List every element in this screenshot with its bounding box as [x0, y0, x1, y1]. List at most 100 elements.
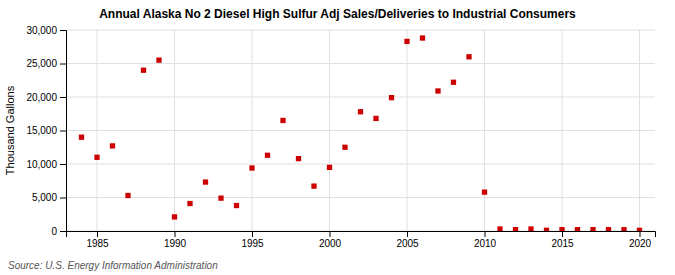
y-axis: 0 5,000 10,000 15,000 20,000 25,000 30,000	[26, 25, 66, 237]
point	[559, 227, 564, 231]
x-grid-line	[562, 30, 563, 231]
points	[79, 35, 642, 231]
point	[637, 228, 642, 231]
point	[172, 214, 177, 219]
x-tick-mark	[485, 231, 486, 237]
y-tick-mark	[60, 198, 66, 199]
x-tick: 1995	[241, 231, 264, 249]
x-tick-mark	[562, 231, 563, 237]
point	[513, 227, 518, 231]
x-tick: 2020	[629, 231, 652, 249]
y-tick: 10,000	[26, 159, 66, 170]
point	[265, 153, 270, 158]
point	[606, 227, 611, 231]
y-tick: 5,000	[32, 192, 66, 203]
y-grid-line	[66, 130, 655, 131]
x-tick: 2000	[319, 231, 342, 249]
point	[249, 165, 254, 170]
y-tick-label: 0	[51, 226, 57, 237]
x-tick: 2015	[551, 231, 574, 249]
point	[94, 155, 99, 160]
x-tick-mark	[330, 231, 331, 237]
x-tick: 2005	[396, 231, 419, 249]
x-grid-line	[484, 30, 485, 231]
x-tick: 1990	[164, 231, 187, 249]
chart: 1985 1990 1995 2000 2005 2010 2015 2020 0 5,000 10…	[0, 0, 675, 275]
y-tick-label: 10,000	[26, 159, 57, 170]
point	[389, 95, 394, 100]
x-tick-mark	[640, 231, 641, 237]
point	[358, 109, 363, 114]
point	[497, 226, 502, 231]
x-grid-line	[252, 30, 253, 231]
point	[125, 193, 130, 198]
y-grid-line	[66, 164, 655, 165]
y-tick-label: 20,000	[26, 92, 57, 103]
point	[110, 143, 115, 148]
x-tick: 1985	[86, 231, 109, 249]
point	[575, 227, 580, 231]
annotation: Source: U.S. Energy Information Administ…	[8, 260, 218, 271]
point	[528, 226, 533, 231]
y-grid-line	[66, 30, 655, 31]
x-tick-label: 2000	[319, 238, 342, 249]
point	[141, 68, 146, 73]
x-tick-mark	[175, 231, 176, 237]
point	[404, 39, 409, 44]
y-grid-line	[66, 197, 655, 198]
x-tick-label: 2015	[551, 238, 574, 249]
plot: 1985 1990 1995 2000 2005 2010 2015 2020 0 5,000 10…	[26, 25, 655, 249]
x-tick-label: 1990	[164, 238, 187, 249]
x-grid-line	[407, 30, 408, 231]
x-grid-line	[97, 30, 98, 231]
point	[327, 165, 332, 170]
y-tick-mark	[60, 30, 66, 31]
x-tick-mark	[252, 231, 253, 237]
y-tick: 20,000	[26, 92, 66, 103]
x-tick-mark	[97, 231, 98, 237]
y-tick: 0	[51, 226, 66, 237]
point	[590, 227, 595, 231]
point	[420, 35, 425, 40]
y-tick-mark	[60, 231, 66, 232]
y-tick-label: 5,000	[32, 192, 57, 203]
y-axis-line	[60, 31, 67, 232]
point	[466, 54, 471, 59]
point	[621, 227, 626, 231]
point	[280, 118, 285, 123]
point	[451, 80, 456, 85]
y-tick-label: 15,000	[26, 125, 57, 136]
point	[311, 183, 316, 188]
x-grid-line	[639, 30, 640, 231]
x-axis: 1985 1990 1995 2000 2005 2010 2015 2020	[67, 231, 656, 249]
y-axis-title: Thousand Gallons	[4, 85, 16, 175]
point	[187, 201, 192, 206]
x-tick-label: 1995	[241, 238, 264, 249]
point	[544, 228, 549, 231]
y-tick-label: 25,000	[26, 58, 57, 69]
point	[373, 116, 378, 121]
point	[342, 145, 347, 150]
x-axis-line	[67, 232, 656, 238]
point	[234, 203, 239, 208]
x-tick-label: 2020	[629, 238, 652, 249]
y-grid-line	[66, 97, 655, 98]
y-tick-mark	[60, 64, 66, 65]
point	[218, 196, 223, 201]
grid	[66, 30, 655, 231]
y-grid-line	[66, 63, 655, 64]
y-tick-label: 30,000	[26, 25, 57, 36]
x-tick: 2010	[474, 231, 497, 249]
point	[296, 156, 301, 161]
point	[482, 189, 487, 194]
title: Annual Alaska No 2 Diesel High Sulfur Ad…	[99, 7, 576, 21]
x-tick-label: 2005	[396, 238, 419, 249]
point	[203, 179, 208, 184]
y-tick-mark	[60, 131, 66, 132]
y-tick-mark	[60, 97, 66, 98]
x-grid-line	[329, 30, 330, 231]
y-tick: 30,000	[26, 25, 66, 36]
point	[79, 135, 84, 140]
x-tick-label: 1985	[86, 238, 109, 249]
x-tick-mark	[407, 231, 408, 237]
